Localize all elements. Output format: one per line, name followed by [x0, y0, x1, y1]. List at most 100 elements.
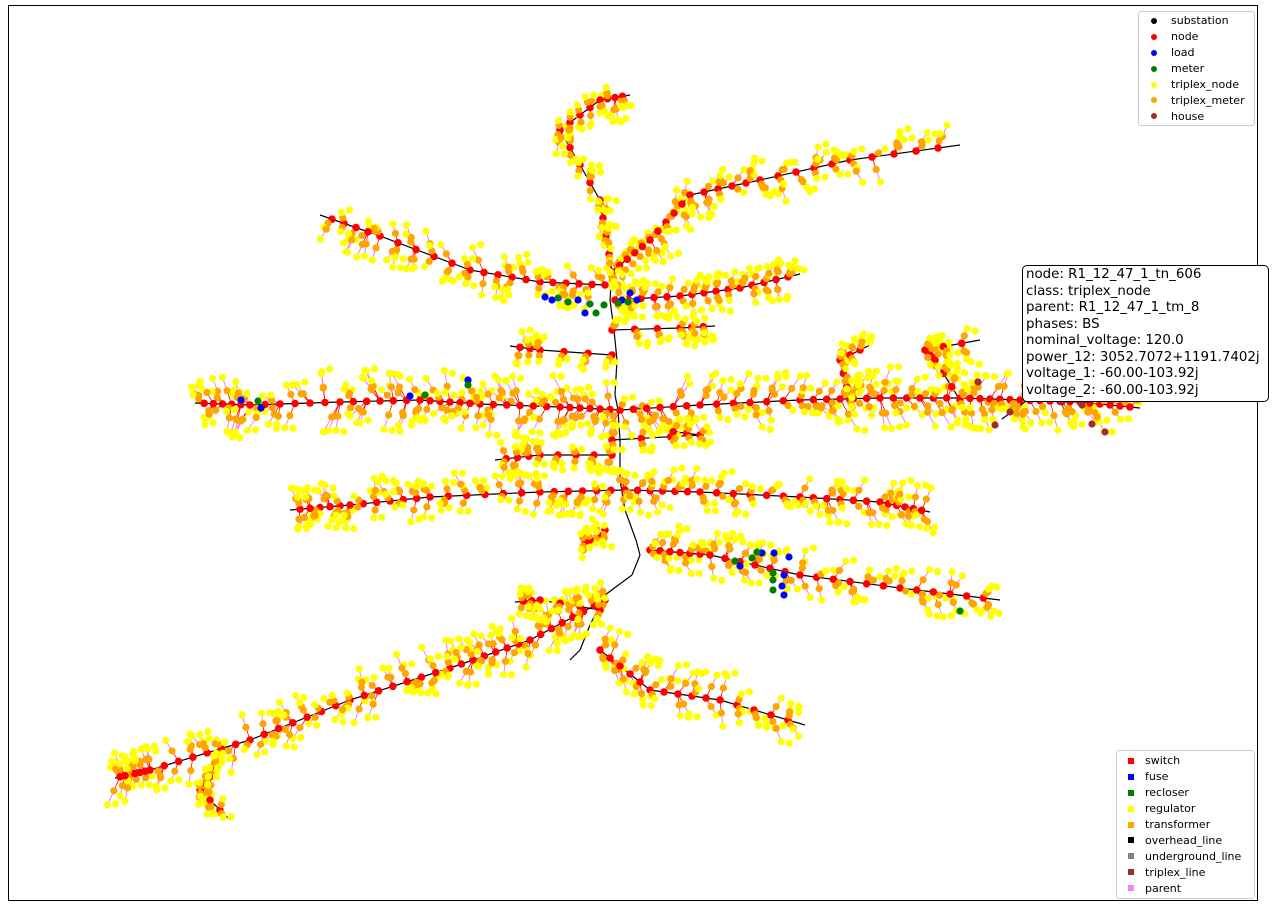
graph-node [484, 670, 492, 678]
graph-node [393, 370, 401, 378]
graph-node [737, 402, 745, 411]
graph-node [922, 495, 930, 503]
graph-node [442, 636, 450, 644]
graph-node [208, 388, 216, 396]
graph-edge [613, 329, 618, 361]
graph-node [682, 402, 691, 410]
graph-node [602, 663, 610, 672]
graph-node [602, 378, 610, 387]
graph-node [531, 641, 540, 649]
graph-node [735, 485, 744, 493]
graph-node [368, 256, 376, 264]
graph-node [552, 135, 560, 144]
graph-node [360, 691, 369, 700]
graph-node [621, 284, 629, 292]
graph-node [209, 374, 217, 383]
graph-node [666, 252, 675, 260]
graph-node [834, 518, 842, 526]
graph-node [322, 225, 330, 233]
graph-node [948, 406, 956, 415]
graph-node [569, 271, 577, 279]
graph-node [448, 412, 456, 420]
graph-node [576, 404, 584, 412]
graph-node [717, 709, 726, 717]
graph-node [676, 548, 684, 557]
graph-node [967, 409, 976, 417]
graph-node [917, 506, 926, 515]
graph-node [589, 621, 598, 629]
graph-node [891, 401, 899, 410]
graph-node [505, 291, 513, 299]
graph-node [291, 399, 299, 408]
graph-node [936, 400, 944, 408]
graph-node [694, 668, 702, 676]
graph-node [700, 413, 708, 422]
graph-node [426, 242, 434, 250]
graph-node [824, 506, 832, 515]
graph-node [759, 539, 767, 547]
graph-node [415, 515, 423, 523]
graph-node [574, 615, 582, 623]
graph-node [902, 421, 911, 429]
graph-node [766, 425, 774, 434]
graph-node [606, 458, 614, 466]
graph-node [460, 408, 469, 416]
graph-node [495, 481, 503, 489]
graph-node [876, 498, 884, 506]
graph-node [693, 317, 701, 325]
graph-node [346, 501, 354, 509]
graph-node [600, 521, 608, 530]
graph-node [501, 657, 510, 665]
graph-node [361, 697, 369, 705]
graph-node [1103, 416, 1111, 424]
graph-node [908, 567, 916, 575]
graph-node [353, 253, 361, 261]
graph-node [902, 394, 911, 402]
graph-node [716, 171, 724, 180]
graph-node [969, 424, 977, 432]
graph-node [740, 576, 748, 584]
graph-node [665, 417, 673, 426]
graph-node [640, 446, 648, 454]
graph-node [651, 539, 659, 548]
graph-node [535, 623, 544, 631]
graph-node [643, 342, 651, 350]
graph-node [535, 352, 543, 360]
graph-node [777, 694, 785, 702]
graph-node [660, 688, 668, 696]
graph-node [480, 268, 488, 277]
graph-node [198, 798, 206, 806]
graph-node [469, 243, 477, 252]
graph-edge [619, 479, 626, 511]
graph-node [844, 410, 853, 418]
graph-node [427, 482, 436, 490]
graph-node [750, 154, 758, 162]
graph-node [203, 388, 211, 397]
graph-node [358, 231, 366, 240]
graph-node [533, 387, 541, 395]
graph-node [557, 430, 566, 438]
graph-node [663, 293, 671, 301]
graph-node [525, 603, 533, 611]
graph-node [317, 370, 326, 378]
graph-node [1054, 426, 1062, 434]
graph-node [833, 378, 841, 386]
graph-node [474, 256, 482, 264]
graph-node [700, 329, 708, 337]
graph-node [370, 365, 379, 373]
graph-node [391, 503, 399, 511]
graph-node [693, 713, 701, 721]
graph-node [594, 600, 603, 609]
graph-node [324, 522, 332, 530]
graph-node [562, 500, 570, 508]
graph-node [303, 713, 311, 721]
graph-node [725, 296, 734, 304]
graph-node [232, 377, 240, 386]
graph-node [682, 213, 690, 221]
graph-node [1032, 407, 1040, 416]
graph-node [299, 390, 308, 398]
graph-node [764, 293, 772, 302]
graph-node [110, 787, 118, 795]
graph-node [657, 336, 666, 344]
